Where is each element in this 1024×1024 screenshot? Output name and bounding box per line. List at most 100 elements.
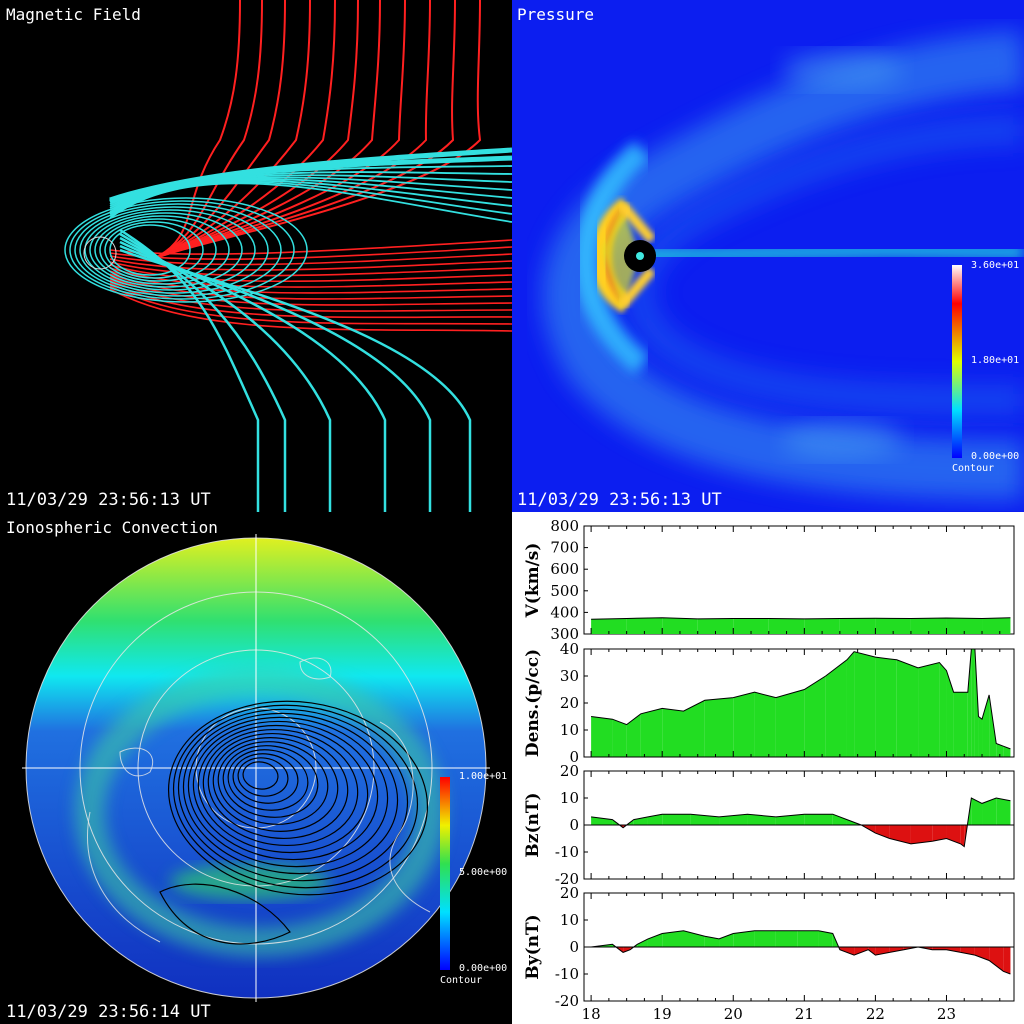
convection-contour [202,728,359,847]
y-axis-label: V(km/s) [523,543,543,619]
area-segment [591,716,613,757]
area-segment [637,938,648,947]
y-tick-label: 0 [569,938,579,956]
area-segment [615,947,624,953]
area-segment [612,719,627,757]
area-segment [832,814,847,825]
area-segment [946,618,983,634]
y-tick-label: -20 [555,870,579,888]
field-line-tail [109,261,512,277]
field-line-lobe [109,171,512,207]
pressure-colorbar-max: 3.60e+01 [971,260,1020,271]
area-segment [939,662,947,757]
series-line [591,648,1011,750]
area-segment [953,692,968,757]
area-segment [910,618,947,634]
pressure-colorbar [952,265,962,458]
y-tick-label: 800 [550,517,579,535]
y-tick-label: 20 [560,884,579,902]
area-segment [704,697,734,757]
area-segment [960,825,965,847]
area-segment [647,814,663,825]
convection-contour [197,724,369,854]
area-segment [662,708,684,757]
y-tick-label: 600 [550,560,579,578]
area-segment [825,659,847,757]
field-line-closed [64,197,308,303]
field-line-open-south [119,228,260,512]
area-segment [704,936,720,947]
iono-colorbar-min: 0.00e+00 [459,963,508,974]
ionospheric-convection-panel: Ionospheric Convection 1.00e+01 5.00e+00… [0,512,512,1024]
ionospheric-polar-plot [22,534,490,1002]
area-segment [832,933,839,947]
pressure-colorbar-min: 0.00e+00 [971,451,1020,462]
series-line [591,930,1011,975]
area-segment [697,618,734,634]
area-segment [971,798,983,825]
convection-contour [242,761,279,790]
iono-colorbar-max: 1.00e+01 [459,771,508,782]
area-segment [974,649,979,757]
pressure-colorbar-label: Contour [952,463,995,474]
area-segment [854,651,876,757]
iono-colorbar-mid: 5.00e+00 [459,867,508,878]
field-line-open [149,0,286,261]
field-line-open-south [119,248,472,512]
area-segment [818,930,833,947]
area-segment [974,947,990,961]
area-segment [982,694,990,757]
area-segment [1003,746,1011,757]
iono-colorbar-label: Contour [440,975,483,986]
x-tick-label: 20 [724,1005,743,1023]
field-line-lobe [109,179,512,215]
area-segment [775,689,805,757]
field-line-open [149,0,336,261]
pressure-title: Pressure [517,5,595,24]
area-segment [989,947,1004,972]
area-segment [839,618,876,634]
convection-contour [222,745,319,818]
area-segment [804,676,826,757]
field-line-lobe [109,178,512,213]
area-segment [775,814,805,825]
area-segment [623,947,631,953]
area-segment [662,617,698,634]
area-segment [978,716,983,757]
area-segment [889,825,911,844]
field-line-lobe [109,155,512,205]
field-line-closed [69,200,295,300]
area-segment [662,930,684,947]
pressure-colorbar-mid: 1.80e+01 [971,355,1020,366]
ionospheric-title: Ionospheric Convection [6,518,218,537]
x-tick-label: 21 [795,1005,814,1023]
y-axis-label: Bz(nT) [523,792,543,857]
field-line-closed [89,212,243,288]
field-line-closed [74,203,282,297]
magnetic-field-lines [64,0,512,512]
field-line-closed [99,218,217,282]
area-segment [690,814,720,825]
earth-icon [83,236,117,270]
chart-3: -20 -10 0 10 20 By(nT) 18 19 20 21 22 23 [523,884,1015,1023]
area-segment [775,930,798,947]
area-segment [982,798,997,825]
convection-contour [212,737,339,832]
convection-contour [182,712,399,875]
area-segment [996,743,1004,757]
area-segment [846,651,855,757]
field-line-open-south [119,236,332,512]
y-tick-label: -10 [555,965,579,983]
series-line [591,797,1011,848]
pressure-panel: Pressure 3.60e+01 1.80e+01 0.00e+00 Cont… [512,0,1024,512]
area-segment [932,947,947,950]
y-tick-label: 0 [569,816,579,834]
area-segment [946,670,954,757]
solar-wind-charts: 300 400 500 600 700 800 V(km/s) 0 10 20 30 40 Dens.(… [523,517,1015,1023]
area-segment [747,814,776,825]
area-segment [946,947,961,953]
x-tick-label: 19 [653,1005,672,1023]
convection-contours [167,700,429,896]
area-segment [719,814,748,825]
area-segment [733,618,769,634]
